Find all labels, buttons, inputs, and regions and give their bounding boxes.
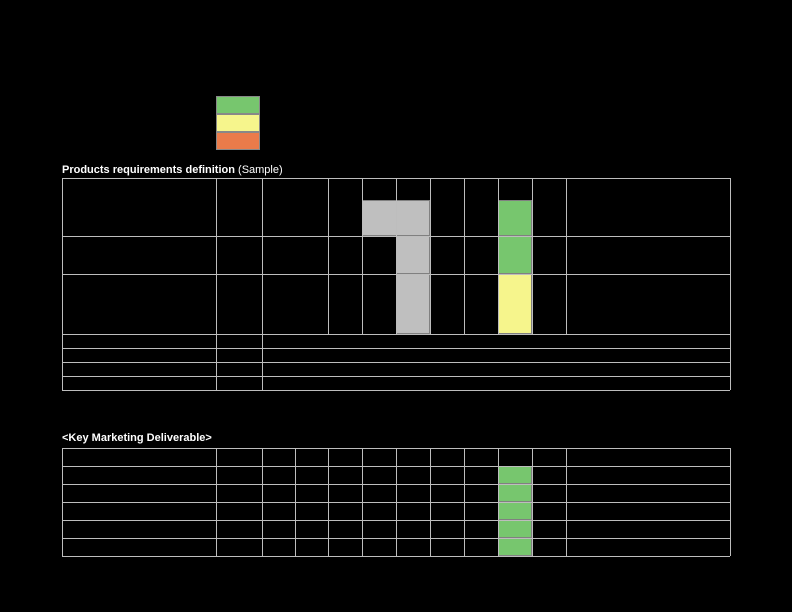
grid-col-line (328, 448, 329, 556)
legend (216, 96, 260, 150)
gantt-block (498, 200, 532, 236)
section1-title-suffix: (Sample) (235, 164, 283, 176)
grid-col-line (464, 178, 465, 334)
grid-col-line (430, 178, 431, 334)
legend-swatch-green (216, 96, 260, 114)
gantt-block (498, 520, 532, 538)
gantt-block (498, 274, 532, 334)
legend-swatch-orange (216, 132, 260, 150)
grid-col-line (498, 178, 499, 334)
grid-col-line (532, 178, 533, 334)
legend-item-green (216, 96, 260, 114)
grid-col-line (328, 178, 329, 334)
grid-col-line (216, 448, 217, 556)
gantt-block (498, 484, 532, 502)
grid-col-line (730, 448, 731, 556)
grid-col-line (730, 178, 731, 390)
gantt-block (498, 466, 532, 484)
grid-col-line (396, 178, 397, 334)
grid-col-line (362, 448, 363, 556)
grid-row-line (62, 390, 730, 391)
legend-item-yellow (216, 114, 260, 132)
grid-col-line (262, 448, 263, 556)
gantt-block (396, 274, 430, 334)
section1-grid (62, 178, 730, 396)
section2-title-text: <Key Marketing Deliverable> (62, 432, 212, 444)
grid-row-line (62, 334, 730, 335)
grid-col-line (566, 448, 567, 556)
gantt-block (396, 236, 430, 274)
grid-col-line (295, 448, 296, 556)
gantt-block (498, 502, 532, 520)
grid-col-line (464, 448, 465, 556)
gantt-block (498, 538, 532, 556)
grid-col-line (430, 448, 431, 556)
grid-col-line (396, 448, 397, 556)
grid-col-line (566, 178, 567, 334)
grid-row-line (62, 348, 730, 349)
grid-row-line (62, 376, 730, 377)
legend-item-orange (216, 132, 260, 150)
grid-col-line (62, 448, 63, 556)
grid-col-line (62, 178, 63, 390)
section2-title: <Key Marketing Deliverable> (62, 432, 212, 444)
grid-col-line (498, 448, 499, 556)
legend-swatch-yellow (216, 114, 260, 132)
grid-row-line (62, 556, 730, 557)
section2-grid (62, 448, 730, 556)
grid-row-line (62, 362, 730, 363)
section1-title-text: Products requirements definition (62, 164, 235, 176)
section1-title: Products requirements definition (Sample… (62, 164, 283, 176)
grid-col-line (362, 178, 363, 334)
gantt-block (498, 236, 532, 274)
grid-col-line (532, 448, 533, 556)
grid-col-line (216, 178, 217, 390)
grid-col-line (262, 178, 263, 390)
